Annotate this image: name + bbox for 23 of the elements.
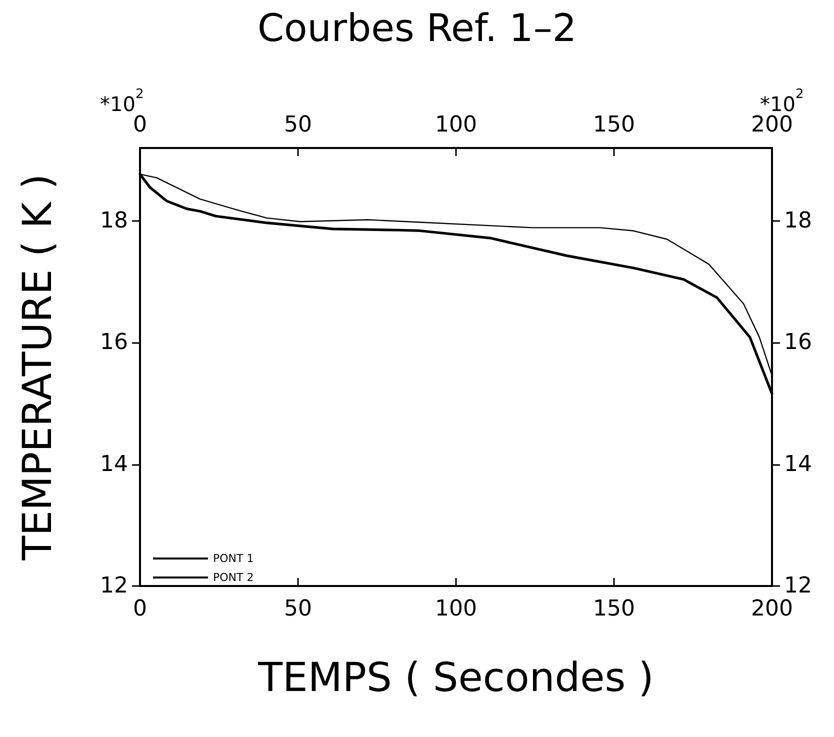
- y-tick-label: 18: [100, 208, 128, 234]
- x2-tick-label: 200: [751, 112, 793, 138]
- x2-tick-label: 50: [284, 112, 312, 138]
- y-tick-label: 16: [100, 330, 128, 356]
- y-tick-label: 14: [100, 452, 128, 477]
- y2-tick-label: 12: [784, 574, 812, 598]
- legend-label: PONT 2: [213, 571, 254, 584]
- y2-tick-label: 16: [784, 330, 812, 356]
- y-axis-title: TEMPERATURE ( K ): [15, 174, 61, 562]
- x-tick-label: 50: [284, 596, 312, 622]
- chart-title: Courbes Ref. 1–2: [257, 6, 577, 50]
- x-axis-title: TEMPS ( Secondes ): [257, 655, 654, 701]
- x2-tick-label: 100: [435, 112, 477, 138]
- x-tick-label: 150: [593, 596, 635, 622]
- x2-tick-label: 0: [133, 112, 147, 138]
- x-tick-label: 200: [751, 596, 793, 622]
- x-tick-label: 0: [133, 596, 147, 622]
- x2-tick-label: 150: [593, 112, 635, 138]
- x-tick-label: 100: [435, 596, 477, 622]
- legend-label: PONT 1: [213, 552, 254, 565]
- y2-tick-label: 14: [784, 452, 812, 477]
- y2-tick-label: 18: [784, 208, 812, 234]
- y-tick-label: 12: [100, 574, 128, 598]
